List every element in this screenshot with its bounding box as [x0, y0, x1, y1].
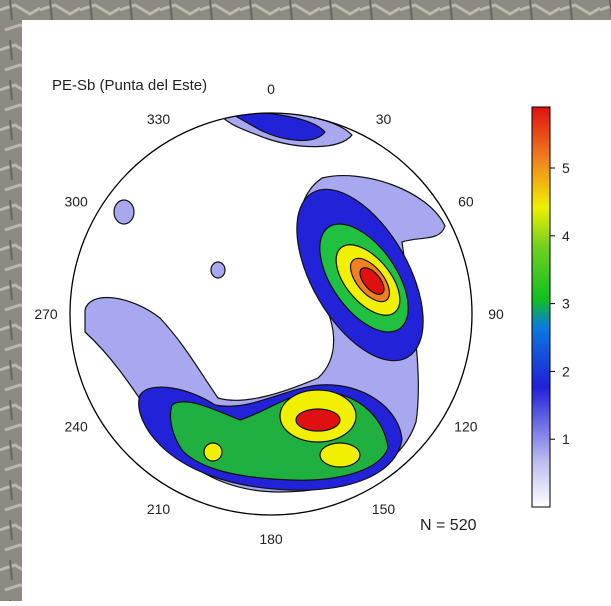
colorbar-tick-label: 3 — [562, 296, 570, 312]
colorbar-tick-label: 4 — [562, 228, 570, 244]
azimuth-label: 30 — [376, 111, 392, 127]
chart-title: PE-Sb (Punta del Este) — [52, 77, 207, 94]
chart: PE-Sb (Punta del Este) N = 520 030609012… — [0, 0, 611, 601]
colorbar-tick-label: 1 — [562, 431, 570, 447]
azimuth-label: 240 — [64, 419, 88, 435]
contour-level — [211, 262, 225, 278]
colorbar-tick-label: 2 — [562, 363, 570, 379]
colorbar — [532, 107, 550, 507]
azimuth-label: 120 — [454, 419, 478, 435]
contour-level — [114, 200, 134, 224]
colorbar-tick-label: 5 — [562, 160, 570, 176]
azimuth-label: 180 — [259, 531, 283, 547]
page: PE-Sb (Punta del Este) N = 520 030609012… — [0, 0, 611, 601]
azimuth-label: 270 — [34, 306, 58, 322]
azimuth-label: 210 — [147, 501, 171, 517]
azimuth-label: 90 — [488, 306, 504, 322]
contour-level — [320, 443, 360, 467]
contour-level — [204, 443, 222, 461]
azimuth-label: 0 — [267, 81, 275, 97]
azimuth-label: 150 — [372, 501, 396, 517]
azimuth-label: 60 — [458, 194, 474, 210]
azimuth-label: 300 — [64, 194, 88, 210]
annotation: N = 520 — [420, 517, 477, 534]
azimuth-label: 330 — [147, 111, 171, 127]
contour-level — [296, 409, 340, 431]
